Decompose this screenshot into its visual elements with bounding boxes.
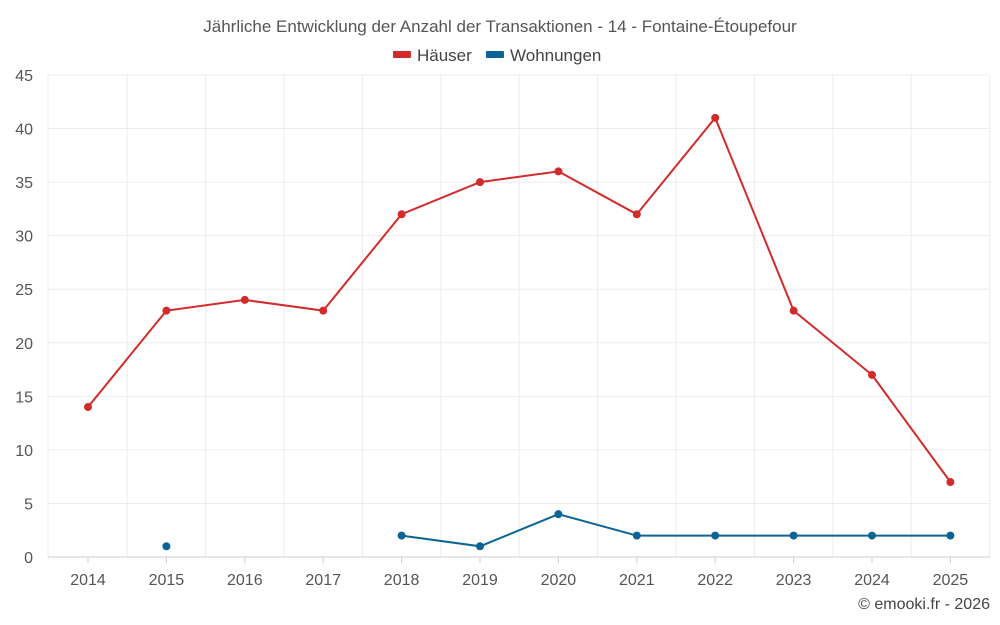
- series-haeuser: [84, 113, 955, 487]
- legend-label: Häuser: [417, 46, 472, 65]
- chart-title: Jährliche Entwicklung der Anzahl der Tra…: [203, 17, 797, 36]
- data-point-haeuser[interactable]: [162, 306, 171, 315]
- y-axis-ticks: 0 5 10 15 20 25 30 35 40 45: [15, 68, 33, 567]
- data-point-haeuser[interactable]: [632, 210, 641, 219]
- series-wohnungen: [162, 510, 955, 551]
- x-grid: [47, 75, 991, 557]
- x-tick-label: 2014: [70, 572, 106, 589]
- x-tick-label: 2020: [541, 572, 577, 589]
- data-point-haeuser[interactable]: [789, 306, 798, 315]
- y-tick-label: 30: [15, 229, 33, 246]
- data-point-wohnungen[interactable]: [632, 531, 641, 540]
- x-tick-label: 2023: [776, 572, 812, 589]
- x-tick-label: 2018: [384, 572, 420, 589]
- y-tick-label: 45: [15, 68, 33, 85]
- data-point-haeuser[interactable]: [84, 403, 92, 412]
- x-axis-ticks: 2014 2015 2016 2017 2018 2019 2020 2021 2022 2023…: [70, 557, 968, 589]
- y-tick-label: 35: [15, 175, 33, 192]
- data-point-haeuser[interactable]: [319, 306, 328, 315]
- data-point-haeuser[interactable]: [711, 113, 720, 122]
- data-point-wohnungen[interactable]: [397, 531, 406, 540]
- data-point-wohnungen[interactable]: [946, 531, 955, 540]
- series-line-wohnungen: [401, 513, 951, 548]
- data-point-haeuser[interactable]: [868, 370, 876, 379]
- y-grid: [48, 74, 990, 504]
- data-point-wohnungen[interactable]: [476, 542, 484, 551]
- legend: Häuser Wohnungen: [393, 46, 601, 65]
- y-tick-label: 0: [24, 550, 33, 567]
- x-tick-label: 2017: [305, 572, 341, 589]
- x-tick-label: 2021: [619, 572, 655, 589]
- x-tick-label: 2025: [933, 572, 969, 589]
- data-point-wohnungen[interactable]: [554, 510, 563, 519]
- data-point-wohnungen[interactable]: [162, 542, 171, 551]
- x-tick-label: 2015: [149, 572, 185, 589]
- data-point-wohnungen[interactable]: [868, 531, 876, 540]
- x-tick-label: 2019: [462, 572, 498, 589]
- x-tick-label: 2016: [227, 572, 263, 589]
- data-point-haeuser[interactable]: [240, 295, 249, 304]
- data-point-haeuser[interactable]: [476, 178, 484, 187]
- x-tick-label: 2024: [854, 572, 890, 589]
- data-point-haeuser[interactable]: [946, 478, 955, 487]
- y-tick-label: 15: [15, 389, 33, 406]
- data-point-haeuser[interactable]: [554, 167, 563, 176]
- legend-swatch: [486, 51, 504, 58]
- legend-swatch: [393, 51, 411, 58]
- y-tick-label: 25: [15, 282, 33, 299]
- credit-text: © emooki.fr - 2026: [858, 596, 990, 613]
- legend-item-wohnungen[interactable]: Wohnungen: [486, 46, 601, 65]
- series-layer: [84, 113, 955, 551]
- y-tick-label: 10: [15, 443, 33, 460]
- y-tick-label: 5: [24, 496, 33, 513]
- x-tick-label: 2022: [697, 572, 733, 589]
- series-line-haeuser: [87, 115, 952, 483]
- data-point-haeuser[interactable]: [397, 210, 406, 219]
- data-point-wohnungen[interactable]: [789, 531, 798, 540]
- data-point-wohnungen[interactable]: [711, 531, 720, 540]
- y-tick-label: 40: [15, 122, 33, 139]
- y-tick-label: 20: [15, 336, 33, 353]
- legend-item-haeuser[interactable]: Häuser: [393, 46, 472, 65]
- legend-label: Wohnungen: [510, 46, 601, 65]
